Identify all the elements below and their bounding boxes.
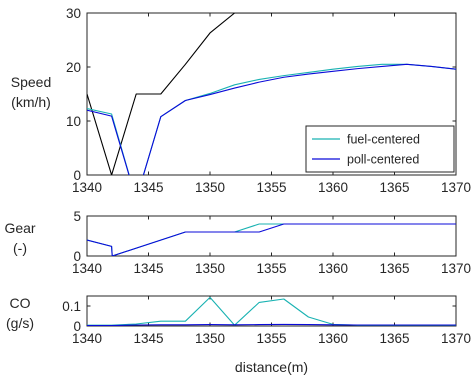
gear-x-tick-label: 1340 (72, 261, 102, 276)
gear-x-tick-label: 1355 (256, 261, 286, 276)
speed-x-tick-label: 1355 (256, 180, 286, 195)
gear-y-tick-label: 5 (73, 209, 81, 224)
gear-y-tick-label: 0 (73, 249, 81, 264)
speed-series-poll-centered-line (87, 63, 456, 175)
co-panel: 1340 1345 1350 1355 1360 1365 1370 0 0.1 CO (g/s) d… (6, 295, 471, 375)
speed-x-tick-label: 1360 (318, 180, 348, 195)
co-series-poll-centered-line (87, 323, 456, 326)
speed-ylabel-unit: (km/h) (11, 94, 51, 110)
speed-x-tick-label: 1370 (441, 180, 471, 195)
co-x-tick-label: 1370 (441, 331, 471, 346)
co-ylabel-unit: (g/s) (6, 315, 34, 331)
co-ylabel: CO (10, 295, 31, 311)
gear-series-fuel-centered-line (87, 223, 456, 256)
speed-ylabel: Speed (11, 74, 51, 90)
speed-y-tick-label: 30 (66, 6, 81, 21)
speed-x-tick-label: 1345 (133, 180, 163, 195)
legend-label-poll-centered: poll-centered (347, 153, 419, 167)
gear-ylabel-unit: (-) (13, 240, 27, 256)
legend-label-fuel-centered: fuel-centered (347, 133, 420, 147)
co-x-tick-label: 1365 (379, 331, 409, 346)
speed-series-group (87, 13, 456, 175)
speed-y-tick-label: 10 (66, 114, 81, 129)
gear-series-poll-centered-line (87, 223, 456, 256)
gear-x-tick-label: 1370 (441, 261, 471, 276)
co-xlabel: distance(m) (235, 359, 308, 375)
gear-x-tick-label: 1360 (318, 261, 348, 276)
speed-y-tick-label: 0 (73, 168, 81, 183)
co-series-group (87, 296, 456, 326)
co-x-tick-label: 1350 (195, 331, 225, 346)
gear-x-tick-label: 1350 (195, 261, 225, 276)
speed-panel: 1340 1345 1350 1355 1360 1365 1370 0 10 20 30 Speed… (11, 6, 471, 195)
gear-x-tick-label: 1365 (379, 261, 409, 276)
co-x-tick-label: 1340 (72, 331, 102, 346)
speed-x-tick-label: 1365 (379, 180, 409, 195)
legend: fuel-centered poll-centered (305, 125, 455, 173)
speed-x-tick-label: 1350 (195, 180, 225, 195)
co-x-tick-label: 1345 (133, 331, 163, 346)
co-x-tick-label: 1360 (318, 331, 348, 346)
speed-x-tick-label: 1340 (72, 180, 102, 195)
gear-ylabel: Gear (4, 220, 35, 236)
legend-box (305, 125, 455, 173)
gear-x-tick-label: 1345 (133, 261, 163, 276)
gear-series-group (87, 223, 456, 256)
co-y-tick-label: 0 (73, 319, 81, 334)
co-y-tick-label: 0.1 (62, 299, 81, 314)
speed-series-reference-line (87, 13, 456, 175)
co-x-tick-label: 1355 (256, 331, 286, 346)
co-series-fuel-centered-line (87, 296, 456, 326)
gear-axes-box (86, 215, 457, 257)
gear-panel: 1340 1345 1350 1355 1360 1365 1370 0 5 Gear (-) (4, 209, 471, 276)
speed-y-tick-label: 20 (66, 60, 81, 75)
